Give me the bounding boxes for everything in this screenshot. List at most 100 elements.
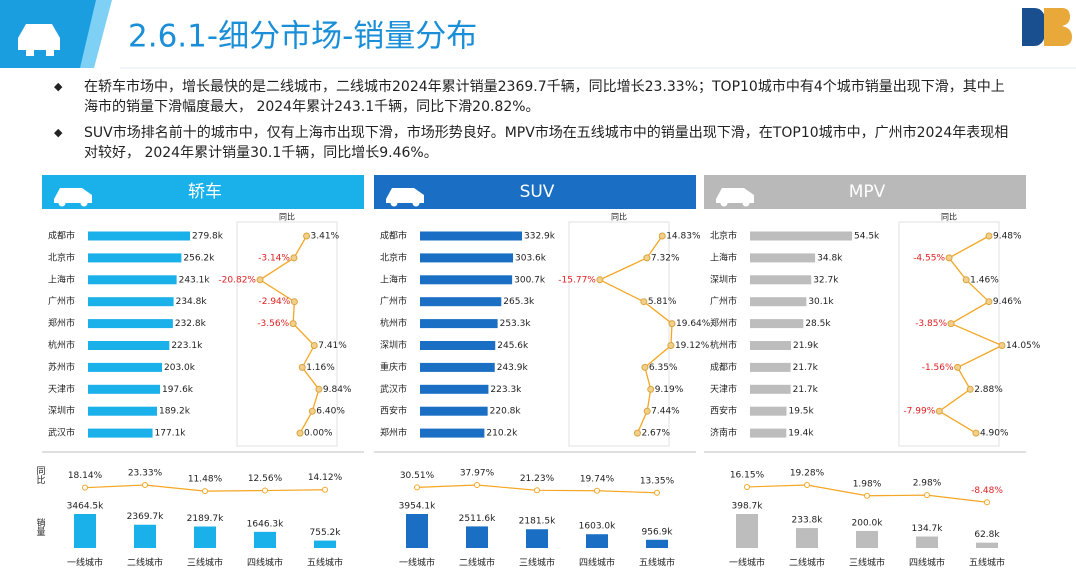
- yoy-marker: [985, 298, 993, 306]
- yoy-marker: [966, 385, 974, 393]
- bullet-text: 在轿车市场中，增长最快的是二线城市，二线城市2024年累计销量2369.7千辆，…: [84, 79, 1005, 115]
- city-label: 成都市: [380, 230, 407, 242]
- tier-yoy-label: 14.12%: [308, 473, 343, 483]
- tier-yoy-label: 19.74%: [580, 474, 615, 484]
- bar-value-label: 19.4k: [788, 429, 814, 439]
- tier-yoy-label: 19.28%: [790, 469, 825, 479]
- tier-yoy-label: 37.97%: [460, 469, 495, 479]
- panel-header: [704, 175, 1026, 209]
- yoy-label: 9.19%: [655, 385, 684, 395]
- tier-yoy-marker: [744, 483, 750, 490]
- bar-value-label: 303.6k: [515, 253, 547, 263]
- bar: [420, 275, 513, 285]
- tier-bar: [466, 526, 488, 548]
- yoy-line: [938, 235, 1004, 434]
- bullet: ◆ SUV市场排名前十的城市中，仅有上海市出现下滑，市场形势良好。MPV市场在五线…: [54, 123, 1018, 163]
- yoy-marker: [954, 363, 962, 371]
- tier-label: 二线城市: [127, 557, 163, 569]
- yoy-label: 19.12%: [675, 341, 710, 351]
- bar-value-label: 332.9k: [524, 232, 556, 242]
- tier-label: 三线城市: [187, 557, 223, 569]
- tier-yoy-marker: [984, 499, 990, 506]
- city-label: 郑州市: [380, 427, 407, 439]
- yoy-label: -7.99%: [903, 407, 935, 417]
- bar-value-label: 232.8k: [175, 319, 207, 329]
- bar: [420, 341, 496, 350]
- yoy-label: -4.55%: [913, 253, 945, 263]
- yoy-marker: [668, 320, 676, 328]
- panel-title: 轿车: [188, 182, 222, 202]
- bar-value-label: 220.8k: [490, 407, 522, 417]
- city-label: 深圳市: [48, 405, 75, 417]
- yoy-marker: [985, 232, 993, 240]
- yoy-marker: [303, 232, 311, 240]
- tier-yoy-marker: [262, 487, 268, 494]
- tier-bar-label: 2369.7k: [127, 512, 164, 522]
- yoy-marker: [256, 276, 264, 284]
- tier-bar: [74, 514, 96, 548]
- tier-bar: [646, 539, 668, 548]
- yoy-line: [258, 235, 320, 434]
- yoy-marker: [641, 363, 649, 371]
- bar-value-label: 243.9k: [497, 363, 529, 373]
- tier-label: 四线城市: [579, 557, 615, 569]
- bar-value-label: 21.7k: [793, 363, 819, 373]
- bar-value-label: 28.5k: [805, 319, 831, 329]
- yoy-label: 9.48%: [993, 232, 1022, 242]
- tier-yoy-marker: [864, 492, 870, 499]
- tier-bar: [194, 526, 216, 548]
- bar-value-label: 210.2k: [486, 429, 518, 439]
- tier-bar-label: 62.8k: [974, 530, 1000, 540]
- yoy-marker: [945, 254, 953, 262]
- yoy-label: -3.56%: [257, 319, 289, 329]
- yoy-label: 4.90%: [980, 429, 1009, 439]
- tier-yoy-marker: [924, 492, 930, 499]
- tier-bar-label: 1646.3k: [247, 519, 284, 529]
- axis-label: 销量: [35, 517, 46, 536]
- tier-bar-label: 398.7k: [732, 502, 764, 512]
- tier-yoy-marker: [322, 486, 328, 493]
- yoy-label: 9.46%: [993, 297, 1022, 307]
- yoy-marker: [596, 276, 604, 284]
- tier-yoy-marker: [654, 489, 660, 496]
- tier-yoy-marker: [594, 487, 600, 494]
- yoy-label: 6.40%: [316, 407, 345, 417]
- yoy-box: [568, 221, 670, 447]
- tier-yoy-label: 21.23%: [520, 474, 555, 484]
- panel-title: MPV: [849, 182, 886, 202]
- tier-bar-label: 3464.5k: [67, 502, 104, 512]
- bar: [420, 297, 502, 307]
- tier-bar-label: 134.7k: [912, 524, 944, 534]
- tier-bar: [916, 536, 938, 548]
- yoy-label: -3.14%: [258, 253, 290, 263]
- panel-car-icon: [386, 188, 424, 207]
- panel-header: [42, 175, 364, 209]
- city-label: 成都市: [710, 361, 737, 373]
- yoy-label: 14.05%: [1006, 341, 1041, 351]
- bar-value-label: 203.0k: [164, 363, 196, 373]
- city-label: 武汉市: [380, 383, 407, 395]
- yoy-marker: [633, 429, 641, 437]
- bar-value-label: 300.7k: [514, 275, 546, 285]
- panel-title: SUV: [520, 182, 555, 202]
- bar: [420, 406, 488, 416]
- yoy-line: [598, 235, 673, 434]
- tier-label: 五线城市: [639, 557, 675, 569]
- yoy-label: 7.44%: [651, 407, 680, 417]
- bar-value-label: 279.8k: [192, 232, 224, 242]
- city-label: 西安市: [380, 405, 407, 417]
- bar-value-label: 223.3k: [490, 385, 522, 395]
- city-label: 武汉市: [48, 427, 75, 439]
- bar: [750, 275, 812, 285]
- yoy-title: 同比: [611, 212, 627, 222]
- city-label: 北京市: [48, 251, 75, 263]
- bar-value-label: 197.6k: [162, 385, 194, 395]
- bar: [88, 406, 157, 416]
- bar: [420, 231, 522, 241]
- tier-bar-label: 755.2k: [310, 528, 342, 538]
- tier-bar: [254, 531, 276, 548]
- yoy-label: 1.16%: [306, 363, 335, 373]
- tier-bar-label: 200.0k: [852, 518, 884, 528]
- yoy-marker: [296, 429, 304, 437]
